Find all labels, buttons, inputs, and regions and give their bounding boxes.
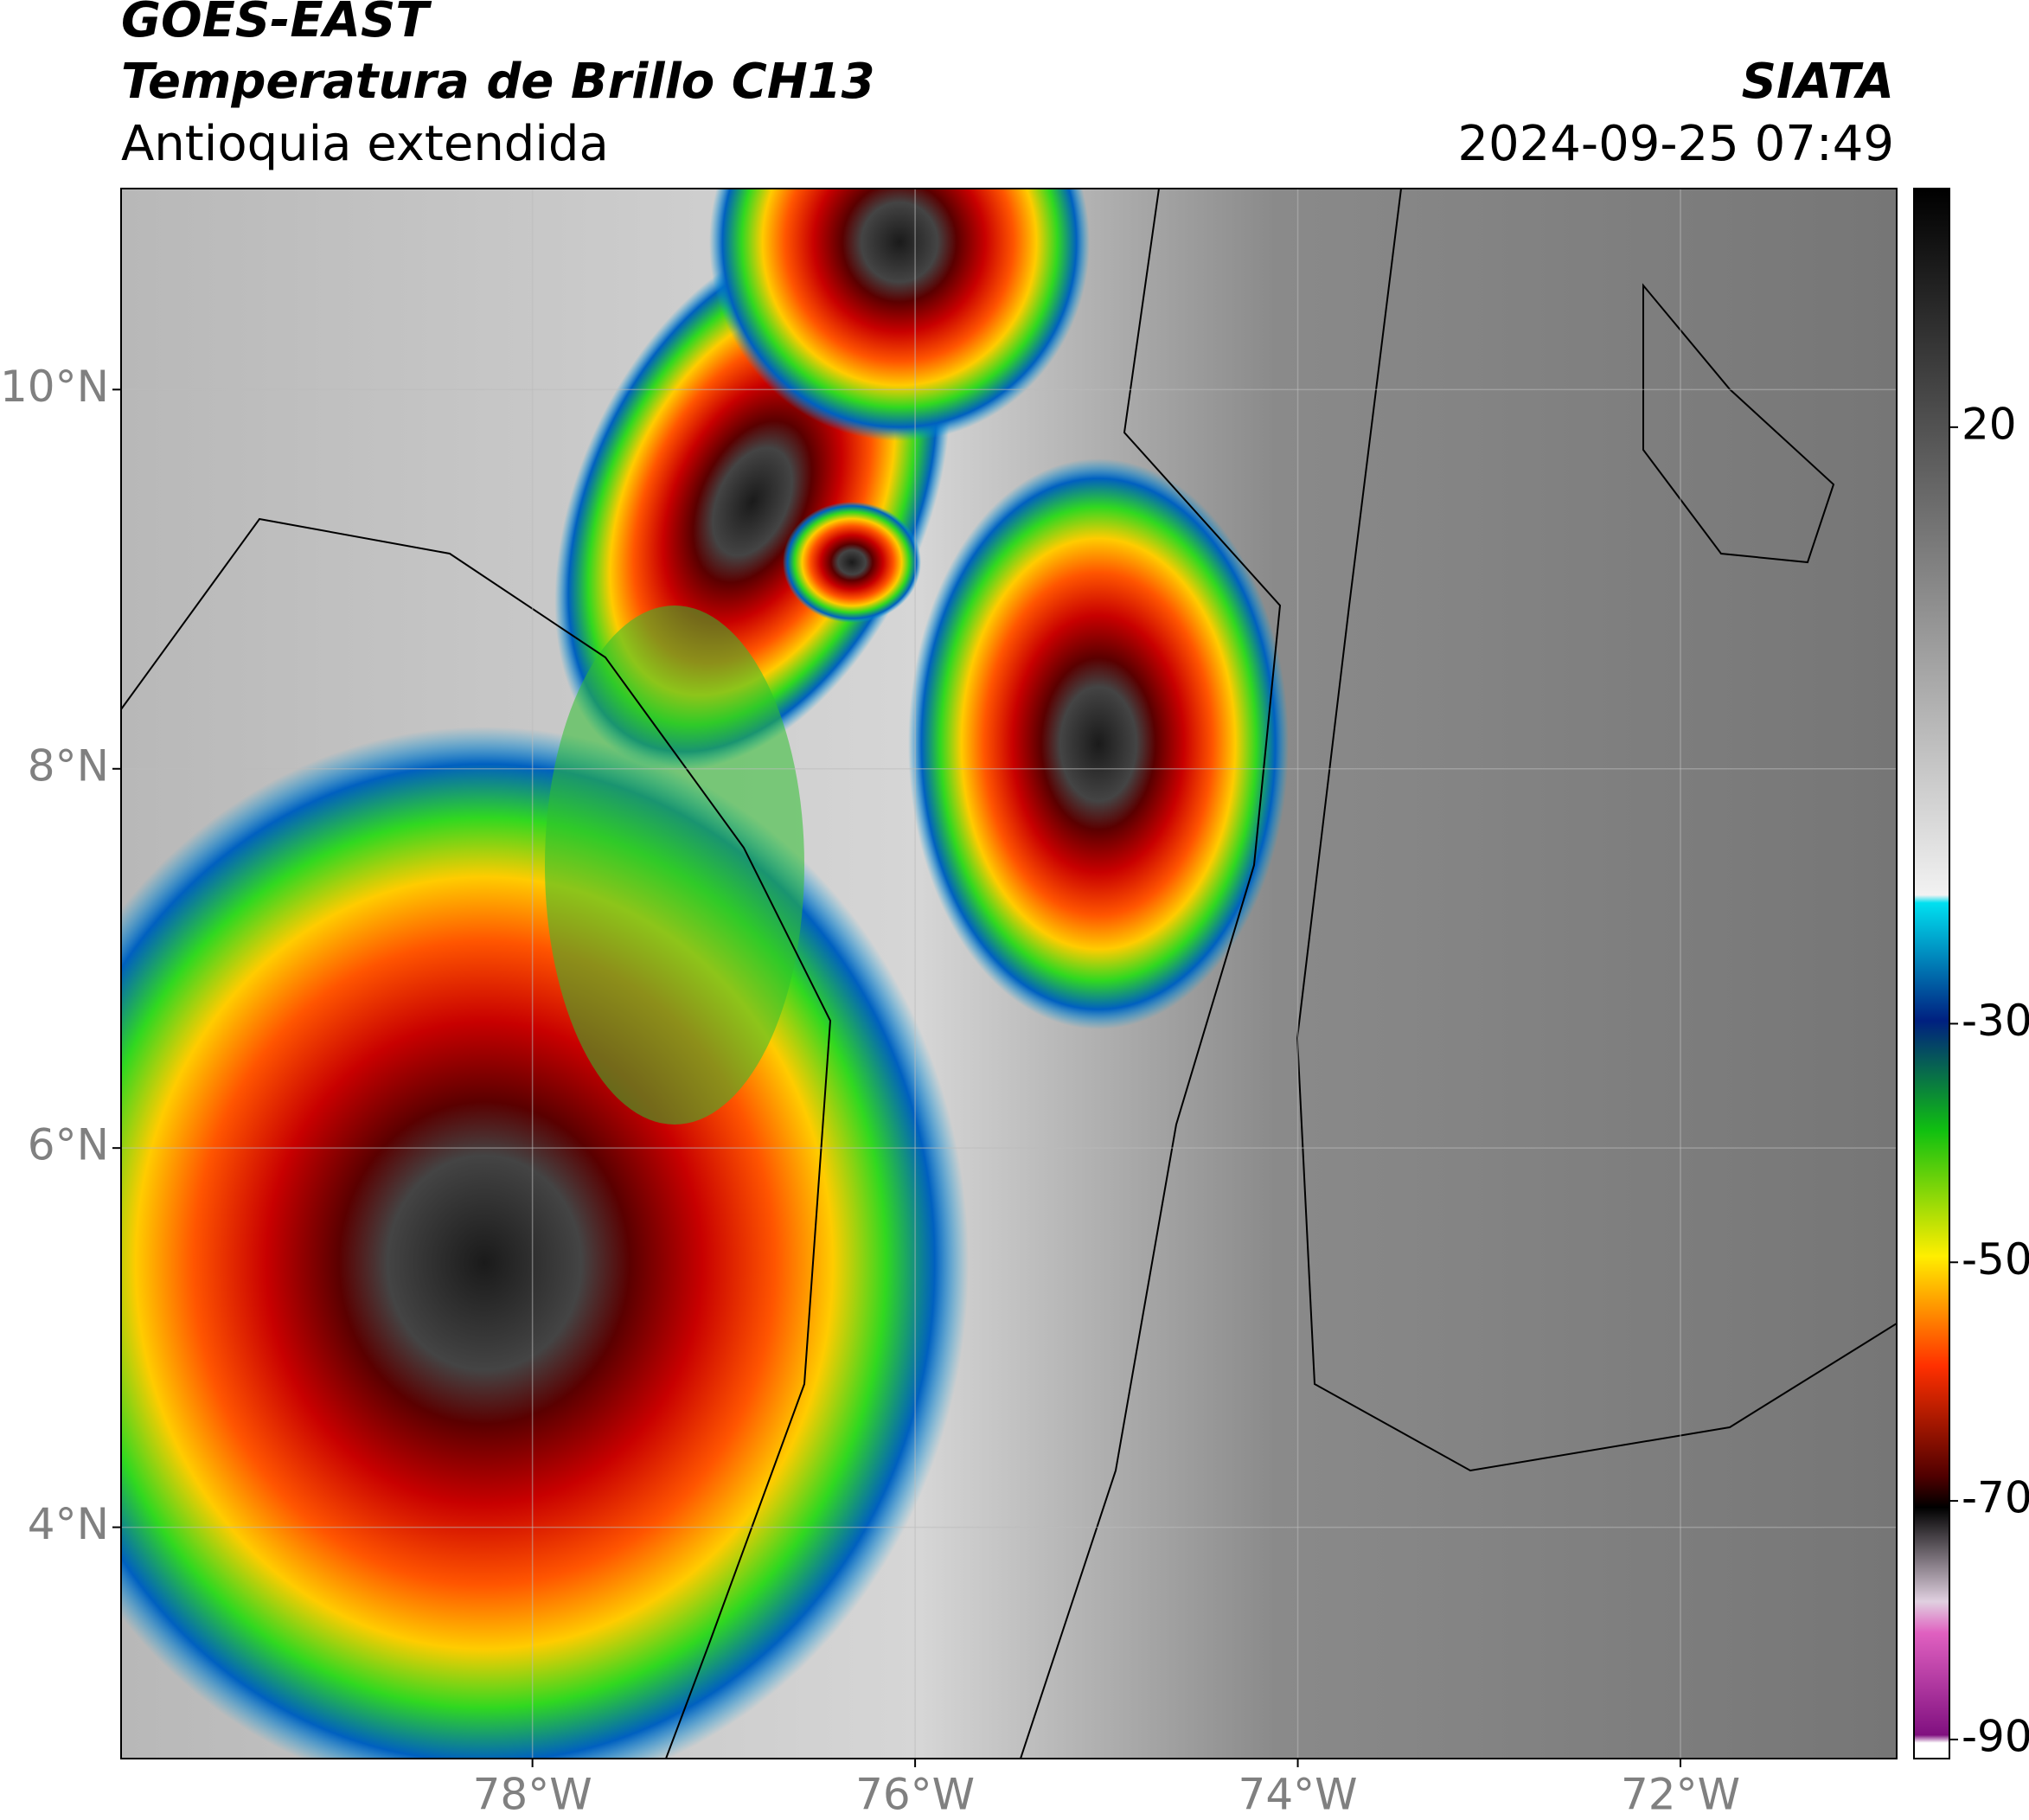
imagery	[121, 189, 1897, 1759]
y-tick-label: 8°N	[28, 740, 109, 791]
subtitle: Temperatura de Brillo CH13	[121, 54, 875, 110]
colorbar-tick-label: -70	[1962, 1473, 2029, 1523]
colorbar-tick-label: -30	[1962, 996, 2029, 1046]
colorbar	[1913, 188, 1950, 1759]
graticule	[121, 189, 1897, 1759]
source: SIATA	[1742, 54, 1894, 110]
y-tick-label: 6°N	[28, 1120, 109, 1170]
y-tick-label: 4°N	[28, 1499, 109, 1549]
y-tick-label: 10°N	[0, 362, 109, 412]
x-tick-label: 78°W	[473, 1770, 592, 1817]
coastline	[121, 517, 832, 1759]
storm	[121, 727, 969, 1759]
region: Antioquia extendida	[121, 116, 609, 172]
map-frame	[120, 188, 1898, 1759]
colorbar-tick-label: -90	[1962, 1711, 2029, 1761]
x-tick-label: 76°W	[855, 1770, 975, 1817]
cloud	[545, 606, 804, 1125]
border	[1296, 189, 1897, 1472]
storm	[908, 458, 1289, 1029]
storm	[709, 189, 1090, 441]
x-tick-label: 74°W	[1239, 1770, 1358, 1817]
colorbar-tick-label: 20	[1962, 399, 2017, 449]
datetime: 2024-09-25 07:49	[1457, 116, 1894, 172]
border	[1020, 189, 1282, 1759]
x-tick-label: 72°W	[1621, 1770, 1740, 1817]
title: GOES-EAST	[121, 0, 432, 48]
colorbar-tick-label: -50	[1962, 1234, 2029, 1285]
storm	[783, 502, 921, 623]
